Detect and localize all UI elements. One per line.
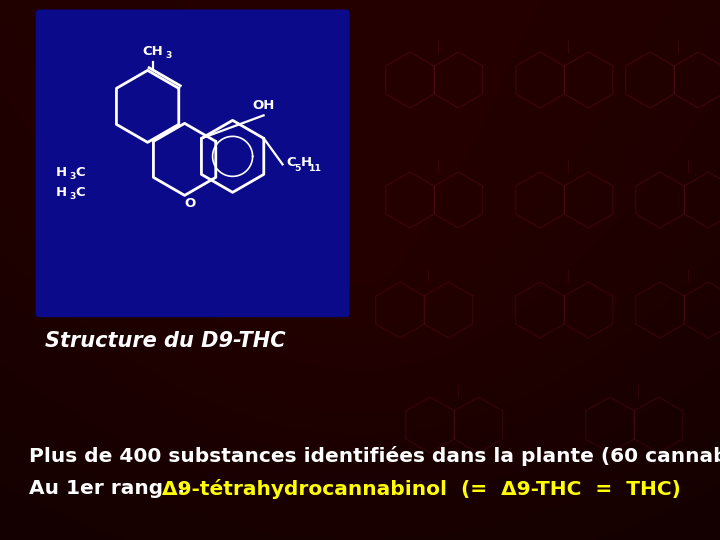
Text: 5: 5 bbox=[294, 164, 301, 173]
Text: 3: 3 bbox=[70, 172, 76, 181]
Text: 11: 11 bbox=[309, 164, 322, 173]
Text: C: C bbox=[287, 157, 296, 170]
FancyBboxPatch shape bbox=[35, 10, 350, 317]
Text: O: O bbox=[184, 197, 195, 211]
Text: H: H bbox=[301, 157, 312, 170]
Text: CH: CH bbox=[143, 45, 163, 58]
Text: 3: 3 bbox=[166, 51, 172, 60]
Text: C: C bbox=[76, 166, 85, 179]
Text: Δ9-tétrahydrocannabinol  (=  Δ9-THC  =  THC): Δ9-tétrahydrocannabinol (= Δ9-THC = THC) bbox=[162, 478, 680, 499]
Text: Structure du D9-THC: Structure du D9-THC bbox=[45, 331, 285, 351]
Text: C: C bbox=[76, 186, 85, 199]
Text: 3: 3 bbox=[70, 192, 76, 201]
Text: Plus de 400 substances identifiées dans la plante (60 cannabinoïdes): Plus de 400 substances identifiées dans … bbox=[29, 446, 720, 467]
Text: H: H bbox=[56, 166, 67, 179]
Text: H: H bbox=[56, 186, 67, 199]
Text: Au 1er rang  :: Au 1er rang : bbox=[29, 479, 192, 498]
Text: OH: OH bbox=[253, 99, 275, 112]
